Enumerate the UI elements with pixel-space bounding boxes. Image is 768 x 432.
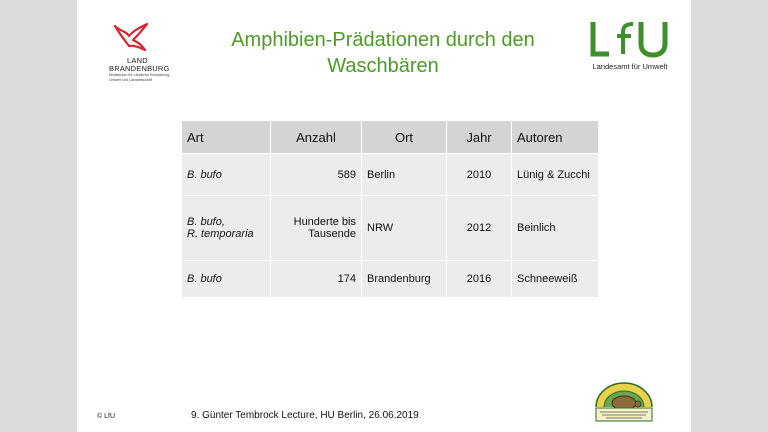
copyright-note: © LfU <box>97 413 115 420</box>
cell-ort: NRW <box>362 196 446 260</box>
table-row: B. bufo 589 Berlin 2010 Lünig & Zucchi <box>182 154 598 195</box>
title-line-2: Waschbären <box>327 55 439 77</box>
header-jahr: Jahr <box>447 121 511 153</box>
cell-autoren: Schneeweiß <box>512 261 598 297</box>
cell-autoren: Beinlich <box>512 196 598 260</box>
cell-art-line1: B. bufo, <box>187 216 225 228</box>
header-ort: Ort <box>362 121 446 153</box>
cell-anzahl-line1: Hunderte bis <box>293 216 356 228</box>
lfu-wordmark-icon <box>590 22 668 58</box>
cell-jahr: 2012 <box>447 196 511 260</box>
lfu-logo: Landesamt für Umwelt <box>583 20 673 76</box>
naturschutzstation-logo <box>590 377 658 427</box>
table-row: B. bufo, R. temporaria Hunderte bis Taus… <box>182 196 598 260</box>
predation-table: Art Anzahl Ort Jahr Autoren B. bufo 589 … <box>181 120 599 298</box>
cell-art-line2: R. temporaria <box>187 228 254 240</box>
logo-word-brandenburg: BRANDENBURG <box>109 64 170 73</box>
cell-anzahl: 589 <box>271 154 361 195</box>
cell-anzahl-line2: Tausende <box>308 228 356 240</box>
header-art: Art <box>182 121 270 153</box>
slide-title: Amphibien-Prädationen durch den Waschbär… <box>187 27 579 79</box>
cell-anzahl: Hunderte bis Tausende <box>271 196 361 260</box>
cell-jahr: 2010 <box>447 154 511 195</box>
header-autoren: Autoren <box>512 121 598 153</box>
title-line-1: Amphibien-Prädationen durch den <box>231 29 535 51</box>
lfu-subtext: Landesamt für Umwelt <box>592 62 668 71</box>
logo-ministry-subtext: Ministerium für Ländliche Entwicklung, U… <box>109 73 171 82</box>
table-header-row: Art Anzahl Ort Jahr Autoren <box>182 121 598 153</box>
cell-art: B. bufo, R. temporaria <box>182 196 270 260</box>
cell-ort: Brandenburg <box>362 261 446 297</box>
slide: LAND BRANDENBURG Ministerium für Ländlic… <box>77 0 691 432</box>
cell-ort: Berlin <box>362 154 446 195</box>
header-anzahl: Anzahl <box>271 121 361 153</box>
red-eagle-icon <box>113 22 149 52</box>
cell-autoren: Lünig & Zucchi <box>512 154 598 195</box>
cell-anzahl: 174 <box>271 261 361 297</box>
cell-jahr: 2016 <box>447 261 511 297</box>
turtle-station-icon <box>595 382 653 422</box>
logo-word-land: LAND <box>127 56 148 65</box>
land-brandenburg-logo: LAND BRANDENBURG Ministerium für Ländlic… <box>101 22 171 92</box>
lecture-footer: 9. Günter Tembrock Lecture, HU Berlin, 2… <box>191 410 419 421</box>
cell-art: B. bufo <box>182 154 270 195</box>
cell-art: B. bufo <box>182 261 270 297</box>
table-row: B. bufo 174 Brandenburg 2016 Schneeweiß <box>182 261 598 297</box>
